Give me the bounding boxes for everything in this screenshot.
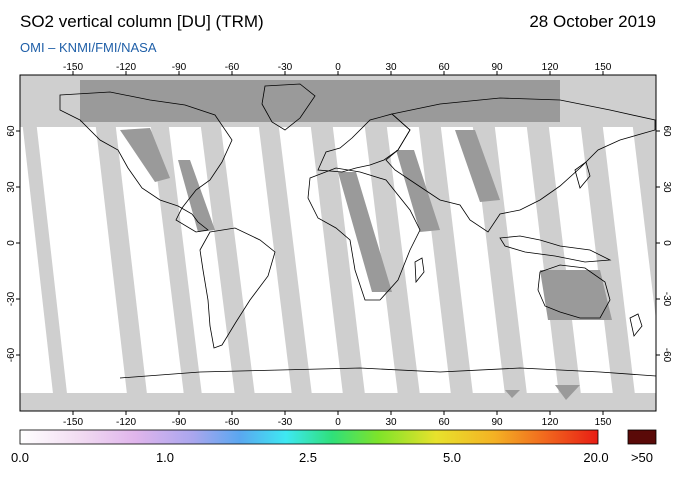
lon-tick-label: -90 bbox=[172, 62, 187, 73]
colorbar: 0.0 1.0 2.5 5.0 20.0 >50 bbox=[11, 429, 657, 465]
lat-tick-label: 30 bbox=[661, 181, 672, 193]
lat-tick-label: 60 bbox=[661, 125, 672, 137]
lon-tick-label: 60 bbox=[438, 62, 450, 73]
lon-tick-label: -30 bbox=[278, 417, 293, 428]
lon-tick-label: -30 bbox=[278, 62, 293, 73]
coastlines bbox=[59, 83, 656, 379]
lon-tick-label: 0 bbox=[335, 417, 341, 428]
lon-tick-label: 30 bbox=[385, 417, 397, 428]
lon-tick-label: 90 bbox=[491, 417, 503, 428]
colorbar-gradient bbox=[19, 429, 599, 445]
lat-tick-label: 0 bbox=[661, 240, 672, 246]
colorbar-label: 1.0 bbox=[156, 450, 174, 465]
data-credit: OMI – KNMI/FMI/NASA bbox=[20, 40, 157, 55]
lon-tick-label: -90 bbox=[172, 417, 187, 428]
lon-tick-label: 120 bbox=[542, 62, 559, 73]
lat-tick-label: 30 bbox=[6, 181, 17, 193]
lat-tick-label: 0 bbox=[6, 240, 17, 246]
colorbar-label: 0.0 bbox=[11, 450, 29, 465]
lat-tick-label: -60 bbox=[6, 347, 17, 362]
lon-tick-label: -150 bbox=[63, 62, 83, 73]
lat-tick-label: -30 bbox=[661, 292, 672, 307]
colorbar-label: 5.0 bbox=[443, 450, 461, 465]
lon-tick-label: 60 bbox=[438, 417, 450, 428]
lon-tick-label: 150 bbox=[595, 417, 612, 428]
colorbar-overflow-swatch bbox=[627, 429, 657, 445]
lat-tick-label: -60 bbox=[661, 348, 672, 363]
lat-tick-label: -30 bbox=[6, 291, 17, 306]
map-date: 28 October 2019 bbox=[529, 12, 656, 31]
colorbar-label: 2.5 bbox=[299, 450, 317, 465]
lon-axis-top: -150 -120 -90 -60 -30 0 30 60 90 120 150 bbox=[63, 62, 612, 75]
lat-tick-label: 60 bbox=[6, 125, 17, 137]
nodata-land bbox=[80, 80, 612, 400]
colorbar-label: 20.0 bbox=[583, 450, 608, 465]
lat-axis-right: 60 30 0 -30 -60 bbox=[656, 125, 672, 363]
lon-tick-label: -120 bbox=[116, 62, 136, 73]
lon-tick-label: -120 bbox=[116, 417, 136, 428]
lon-tick-label: -150 bbox=[63, 417, 83, 428]
lon-tick-label: 30 bbox=[385, 62, 397, 73]
lon-tick-label: 90 bbox=[491, 62, 503, 73]
map-title: SO2 vertical column [DU] (TRM) bbox=[20, 12, 264, 31]
lon-axis-bottom: -150 -120 -90 -60 -30 0 30 60 90 120 150 bbox=[63, 411, 612, 428]
lat-axis-left: 60 30 0 -30 -60 bbox=[6, 125, 20, 362]
colorbar-overflow-label: >50 bbox=[631, 450, 653, 465]
lon-tick-label: 120 bbox=[542, 417, 559, 428]
lon-tick-label: 0 bbox=[335, 62, 341, 73]
lon-tick-label: 150 bbox=[595, 62, 612, 73]
lon-tick-label: -60 bbox=[225, 62, 240, 73]
lon-tick-label: -60 bbox=[225, 417, 240, 428]
map-area bbox=[20, 75, 656, 411]
